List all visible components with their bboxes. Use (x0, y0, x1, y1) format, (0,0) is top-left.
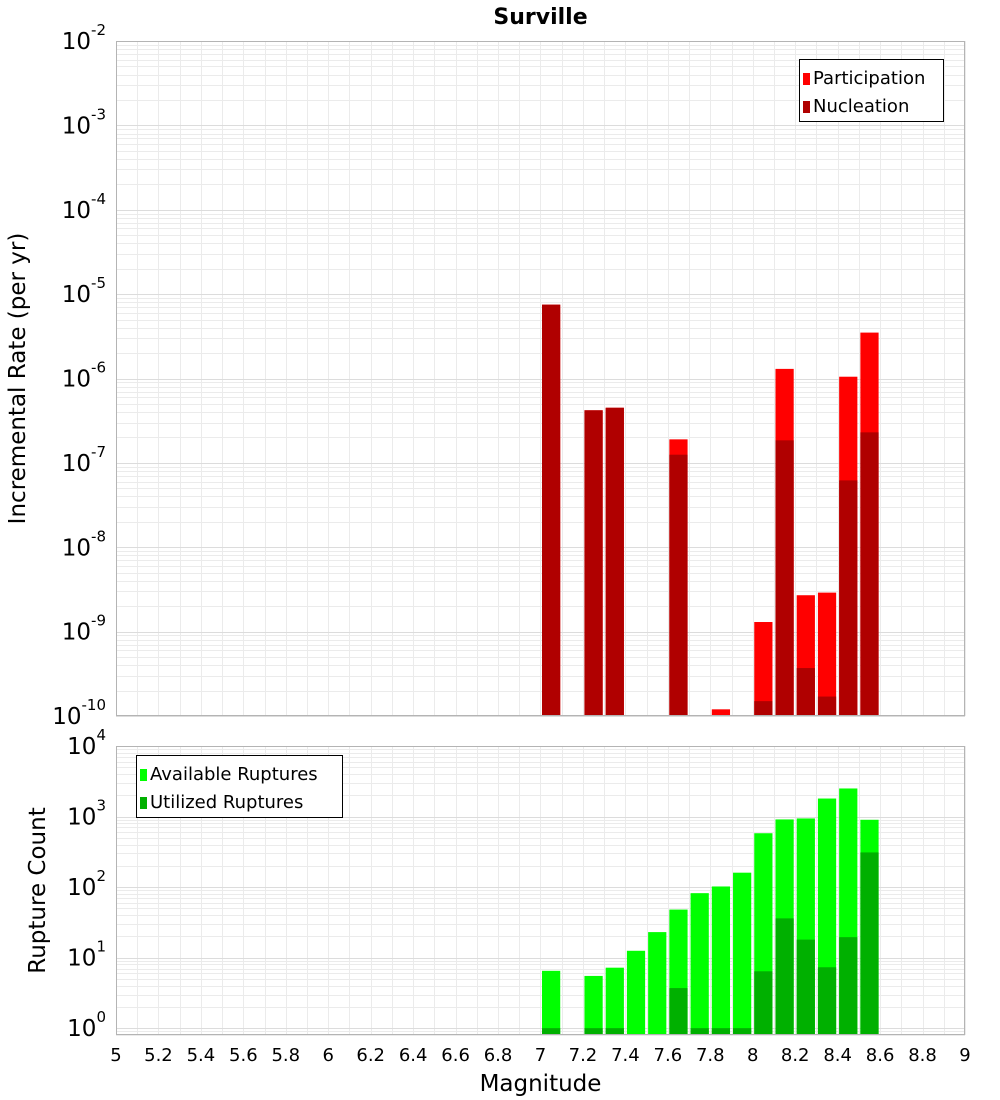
legend-swatch (803, 73, 810, 85)
x-tick-label: 7.6 (654, 1045, 683, 1066)
bar (839, 937, 858, 1035)
bar (626, 950, 646, 1035)
y-tick-label: 10-5 (62, 274, 106, 308)
bar (690, 1028, 709, 1035)
legend-label: Nucleation (813, 96, 909, 117)
x-tick-label: 7 (535, 1045, 546, 1066)
bar (860, 852, 879, 1035)
bar (669, 988, 688, 1035)
x-tick-label: 5.6 (229, 1045, 258, 1066)
bar (817, 967, 837, 1035)
bar (711, 709, 731, 716)
y-tick-label: 10-9 (62, 612, 106, 646)
bar (584, 1028, 603, 1035)
legend: Participation Nucleation (799, 59, 944, 122)
bar (796, 939, 815, 1035)
x-tick-label: 6.4 (399, 1045, 428, 1066)
x-tick-label: 6 (323, 1045, 334, 1066)
x-tick-label: 8.6 (866, 1045, 895, 1066)
rupture-count-chart-panel: 104 103 102 101 100 Rupture Count 5 5.2 5.4 5.6 5.… (25, 726, 971, 1097)
x-tick-label: 7.2 (569, 1045, 598, 1066)
legend-swatch (140, 769, 147, 781)
x-tick-label: 8.2 (781, 1045, 810, 1066)
bar (754, 971, 773, 1035)
x-axis-label: Magnitude (480, 1071, 602, 1097)
bar (584, 975, 603, 1035)
plot-frame (116, 746, 965, 1035)
y-tick-label: 103 (67, 797, 106, 831)
y-tick-label: 10-3 (62, 105, 106, 139)
legend-box (799, 59, 944, 122)
bar (775, 440, 794, 716)
series-utilized-ruptures (542, 852, 879, 1035)
bar (605, 967, 624, 1035)
y-tick-label: 10-2 (62, 21, 106, 55)
x-tick-label: 5 (110, 1045, 121, 1066)
plot-frame (116, 41, 965, 716)
y-tick-label: 101 (67, 938, 106, 972)
chart-title: Surville (493, 5, 587, 30)
x-tick-label: 5.8 (271, 1045, 300, 1066)
bar (817, 592, 837, 716)
bar (711, 1028, 731, 1035)
bar (754, 701, 773, 716)
x-tick-label: 8.8 (908, 1045, 937, 1066)
rate-chart-panel: 10-2 10-3 10-4 10-5 10-6 10-7 10-8 10-9 10-10 Inc… (5, 5, 966, 730)
y-axis-label: Rupture Count (25, 807, 51, 973)
legend: Available Ruptures Utilized Ruptures (136, 755, 343, 818)
bar (542, 970, 561, 1035)
bar (542, 1028, 561, 1035)
grid-lines (116, 41, 966, 717)
x-tick-label: 7.4 (611, 1045, 640, 1066)
y-tick-label: 10-6 (62, 359, 106, 393)
bar (817, 696, 837, 716)
y-tick-label: 10-7 (62, 443, 106, 477)
x-tick-label: 6.8 (484, 1045, 513, 1066)
x-tick-label: 6.2 (356, 1045, 385, 1066)
x-tick-label: 9 (959, 1045, 970, 1066)
bar (605, 1028, 624, 1035)
legend-label: Utilized Ruptures (150, 792, 303, 813)
bar (690, 893, 709, 1035)
y-tick-label: 104 (67, 726, 106, 760)
bar (754, 622, 773, 716)
bar (605, 407, 624, 716)
bar (775, 918, 794, 1035)
bar (669, 454, 688, 716)
x-tick-label: 8.4 (823, 1045, 852, 1066)
bar (711, 886, 731, 1035)
bar (584, 410, 603, 716)
legend-box (136, 755, 343, 818)
legend-label: Participation (813, 68, 925, 89)
legend-swatch (140, 797, 147, 809)
legend-label: Available Ruptures (150, 764, 318, 785)
bar (796, 668, 815, 716)
bar (860, 432, 879, 716)
legend-swatch (803, 101, 810, 113)
x-tick-label: 8 (747, 1045, 758, 1066)
y-tick-label: 10-10 (52, 696, 106, 730)
x-tick-label: 5.4 (187, 1045, 216, 1066)
y-tick-label: 100 (67, 1008, 106, 1042)
y-axis-label: Incremental Rate (per yr) (5, 233, 31, 525)
bar (839, 480, 858, 716)
bar (733, 1028, 752, 1035)
x-tick-label: 5.2 (144, 1045, 173, 1066)
bar (648, 932, 667, 1035)
bar (542, 304, 561, 716)
y-tick-label: 10-4 (62, 190, 106, 224)
y-tick-label: 10-8 (62, 527, 106, 561)
series-nucleation (542, 304, 879, 716)
bar (733, 872, 752, 1035)
y-tick-label: 102 (67, 867, 106, 901)
x-tick-label: 7.8 (696, 1045, 725, 1066)
x-tick-label: 6.6 (441, 1045, 470, 1066)
